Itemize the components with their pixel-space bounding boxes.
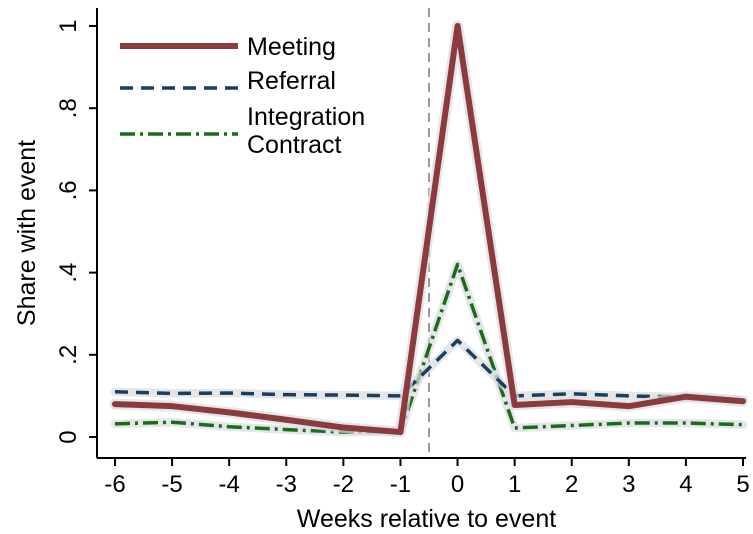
- y-tick-label: 0: [55, 430, 82, 443]
- x-tick-label: -3: [276, 471, 297, 498]
- x-tick-label: -5: [161, 471, 182, 498]
- axes: -6 -5 -4 -3 -2 -1 0 1 2 3 4 5 0 .2 .4 .6 .8 1 Weeks relati…: [13, 19, 750, 533]
- y-tick-label: 1: [55, 19, 82, 32]
- x-tick-label: 4: [679, 471, 692, 498]
- series-group: [109, 20, 749, 438]
- x-tick-label: -1: [390, 471, 411, 498]
- plot-frame: [96, 8, 746, 459]
- x-tick-label: 0: [451, 471, 464, 498]
- x-tick-label: -6: [104, 471, 125, 498]
- legend-label-integration-contract: Integration: [247, 103, 365, 131]
- series-line-meeting: [112, 23, 746, 436]
- x-axis-title: Weeks relative to event: [297, 505, 556, 533]
- y-axis-title: Share with event: [13, 140, 41, 326]
- x-tick-label: 1: [508, 471, 521, 498]
- x-tick-label: 5: [736, 471, 749, 498]
- series-line-referral: [114, 338, 744, 402]
- legend-label-referral: Referral: [247, 67, 336, 95]
- y-tick-label: .4: [55, 263, 82, 283]
- x-tick-label: 3: [622, 471, 635, 498]
- x-tick-label: -2: [333, 471, 354, 498]
- x-tick-label: -4: [219, 471, 240, 498]
- y-tick-label: .6: [55, 180, 82, 200]
- legend-label-integration-contract: Contract: [247, 131, 342, 159]
- legend-label-meeting: Meeting: [247, 33, 336, 61]
- x-tick-label: 2: [565, 471, 578, 498]
- y-tick-label: .8: [55, 98, 82, 118]
- series-line-integration-contract: [114, 262, 744, 434]
- y-tick-label: .2: [55, 345, 82, 365]
